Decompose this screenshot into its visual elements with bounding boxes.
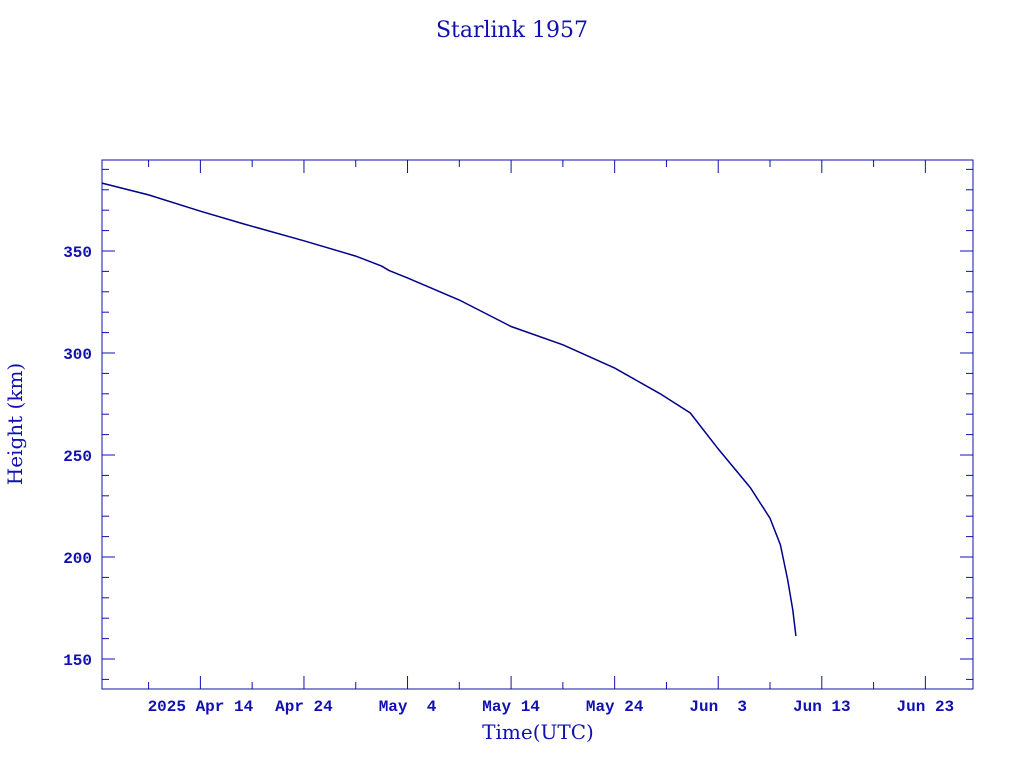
x-axis-label: Time(UTC) bbox=[482, 720, 594, 744]
plot-frame bbox=[101, 159, 974, 690]
x-tick-label: May 14 bbox=[482, 698, 540, 716]
y-tick-labels: 150 200 250 300 350 bbox=[63, 244, 92, 670]
x-tick-label: Jun 13 bbox=[793, 698, 851, 716]
y-tick-label: 250 bbox=[63, 448, 92, 466]
x-tick-label: May 4 bbox=[379, 698, 437, 716]
y-tick-label: 200 bbox=[63, 550, 92, 568]
y-axis-label: Height (km) bbox=[3, 363, 27, 485]
y-tick-label: 300 bbox=[63, 346, 92, 364]
x-tick-label: Jun 3 bbox=[689, 698, 747, 716]
y-tick-label: 150 bbox=[63, 652, 92, 670]
chart-title: Starlink 1957 bbox=[436, 18, 588, 43]
x-tick-label: Apr 24 bbox=[275, 698, 333, 716]
axis-ticks bbox=[102, 160, 973, 689]
x-tick-label: 2025 Apr 14 bbox=[148, 698, 254, 716]
height-series-line bbox=[101, 182, 797, 637]
y-tick-label: 350 bbox=[63, 244, 92, 262]
x-tick-label: May 24 bbox=[586, 698, 644, 716]
x-tick-label: Jun 23 bbox=[897, 698, 955, 716]
x-tick-labels: 2025 Apr 14 Apr 24 May 4 May 14 May 24 Jun 3 J… bbox=[148, 698, 955, 716]
